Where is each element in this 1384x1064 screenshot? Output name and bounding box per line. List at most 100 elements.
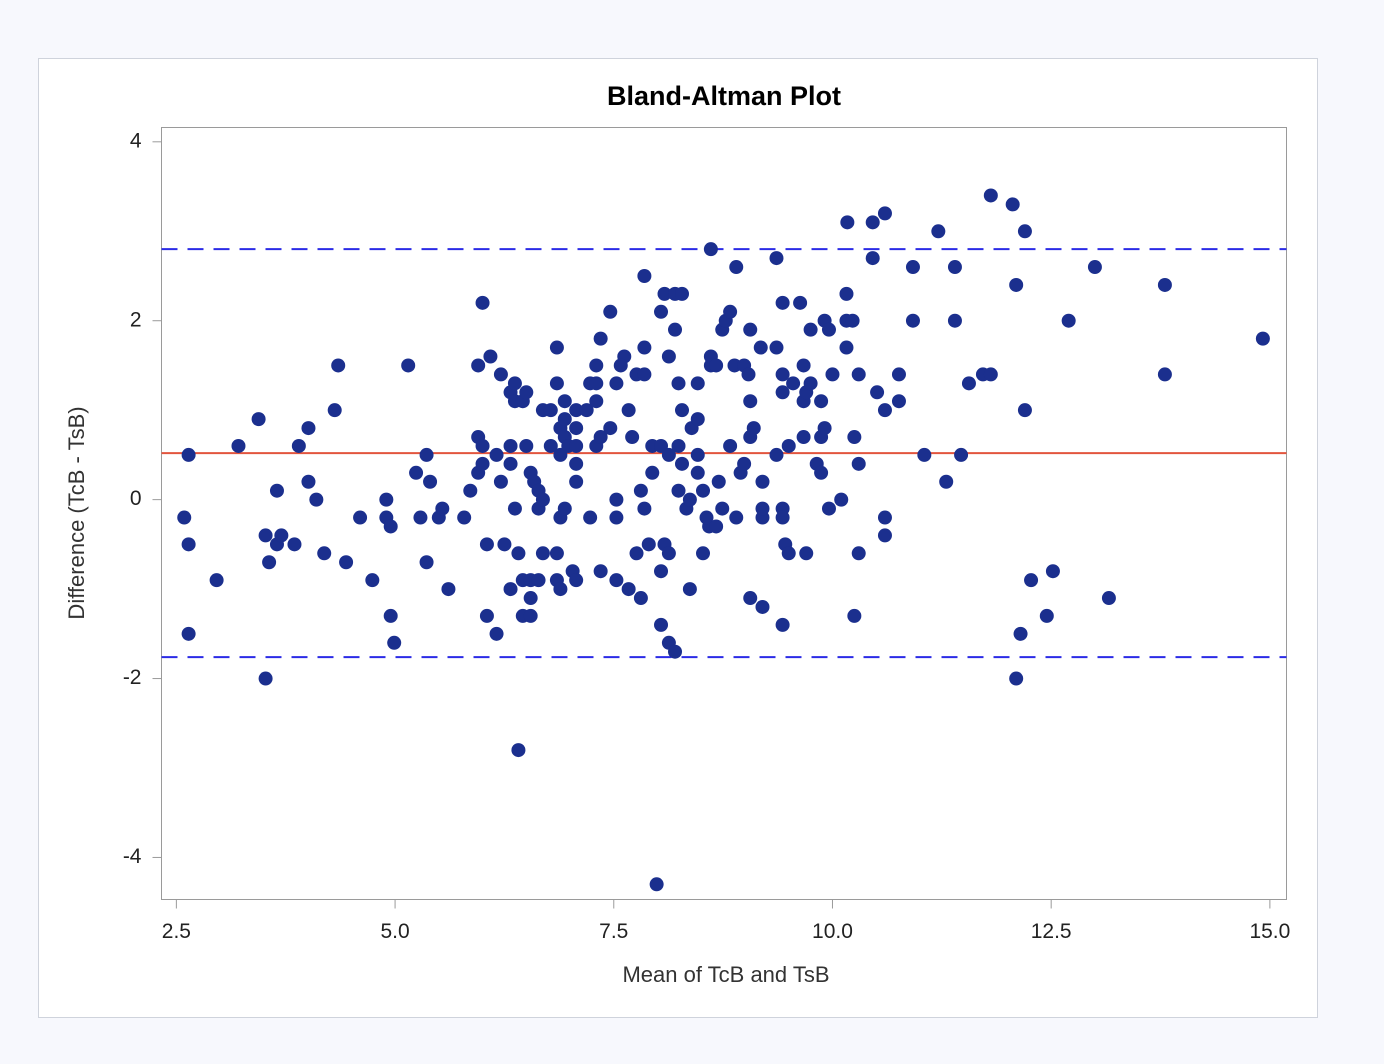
x-tick-label: 7.5: [599, 920, 628, 943]
y-tick-label: -4: [123, 845, 142, 868]
point: [409, 465, 424, 480]
point: [671, 483, 686, 498]
point: [475, 438, 490, 453]
point: [603, 304, 618, 319]
point: [479, 537, 494, 552]
point: [654, 304, 669, 319]
point: [983, 367, 998, 382]
point: [709, 358, 724, 373]
point: [1005, 197, 1020, 212]
point: [511, 743, 526, 758]
point: [557, 394, 572, 409]
point: [291, 438, 306, 453]
point: [839, 286, 854, 301]
point: [755, 474, 770, 489]
point: [755, 599, 770, 614]
point: [1045, 564, 1060, 579]
point: [775, 385, 790, 400]
point: [569, 438, 584, 453]
point: [569, 573, 584, 588]
point: [877, 206, 892, 221]
point: [613, 358, 628, 373]
point: [696, 546, 711, 561]
point: [475, 295, 490, 310]
point: [834, 492, 849, 507]
point: [493, 474, 508, 489]
point: [657, 286, 672, 301]
point: [1017, 224, 1032, 239]
point: [274, 528, 289, 543]
point: [269, 483, 284, 498]
point: [814, 394, 829, 409]
point: [905, 313, 920, 328]
point: [737, 456, 752, 471]
point: [845, 313, 860, 328]
point: [593, 331, 608, 346]
point: [503, 438, 518, 453]
y-tick-label: 0: [130, 487, 142, 510]
point: [609, 510, 624, 525]
point: [339, 555, 354, 570]
point: [475, 456, 490, 471]
x-axis-label: Mean of TcB and TsB: [622, 962, 829, 987]
point: [723, 438, 738, 453]
point: [891, 394, 906, 409]
point: [493, 367, 508, 382]
point: [177, 510, 192, 525]
point: [519, 438, 534, 453]
point: [181, 447, 196, 462]
point: [301, 474, 316, 489]
point: [569, 403, 584, 418]
point: [441, 582, 456, 597]
point: [633, 483, 648, 498]
point: [1009, 277, 1024, 292]
point: [917, 447, 932, 462]
point: [699, 510, 714, 525]
point: [817, 421, 832, 436]
point: [489, 447, 504, 462]
point: [549, 546, 564, 561]
point: [715, 501, 730, 516]
point: [954, 447, 969, 462]
point: [637, 268, 652, 283]
point: [637, 340, 652, 355]
point: [1101, 591, 1116, 606]
point: [1009, 671, 1024, 686]
point: [947, 313, 962, 328]
point: [814, 465, 829, 480]
point: [775, 295, 790, 310]
point: [696, 483, 711, 498]
point: [231, 438, 246, 453]
point: [877, 528, 892, 543]
point: [839, 340, 854, 355]
point: [383, 519, 398, 534]
point: [870, 385, 885, 400]
point: [961, 376, 976, 391]
point: [668, 322, 683, 337]
point: [479, 608, 494, 623]
point: [387, 635, 402, 650]
point: [690, 376, 705, 391]
point: [1255, 331, 1270, 346]
point: [553, 582, 568, 597]
point: [661, 546, 676, 561]
point: [775, 617, 790, 632]
point: [743, 591, 758, 606]
point: [877, 510, 892, 525]
point: [603, 421, 618, 436]
point: [331, 358, 346, 373]
point: [549, 376, 564, 391]
point: [729, 260, 744, 275]
point: [583, 510, 598, 525]
point: [723, 304, 738, 319]
point: [796, 430, 811, 445]
point: [769, 340, 784, 355]
point: [939, 474, 954, 489]
point: [645, 465, 660, 480]
point: [1157, 277, 1172, 292]
point: [535, 546, 550, 561]
point: [641, 537, 656, 552]
point: [799, 546, 814, 561]
point: [671, 376, 686, 391]
